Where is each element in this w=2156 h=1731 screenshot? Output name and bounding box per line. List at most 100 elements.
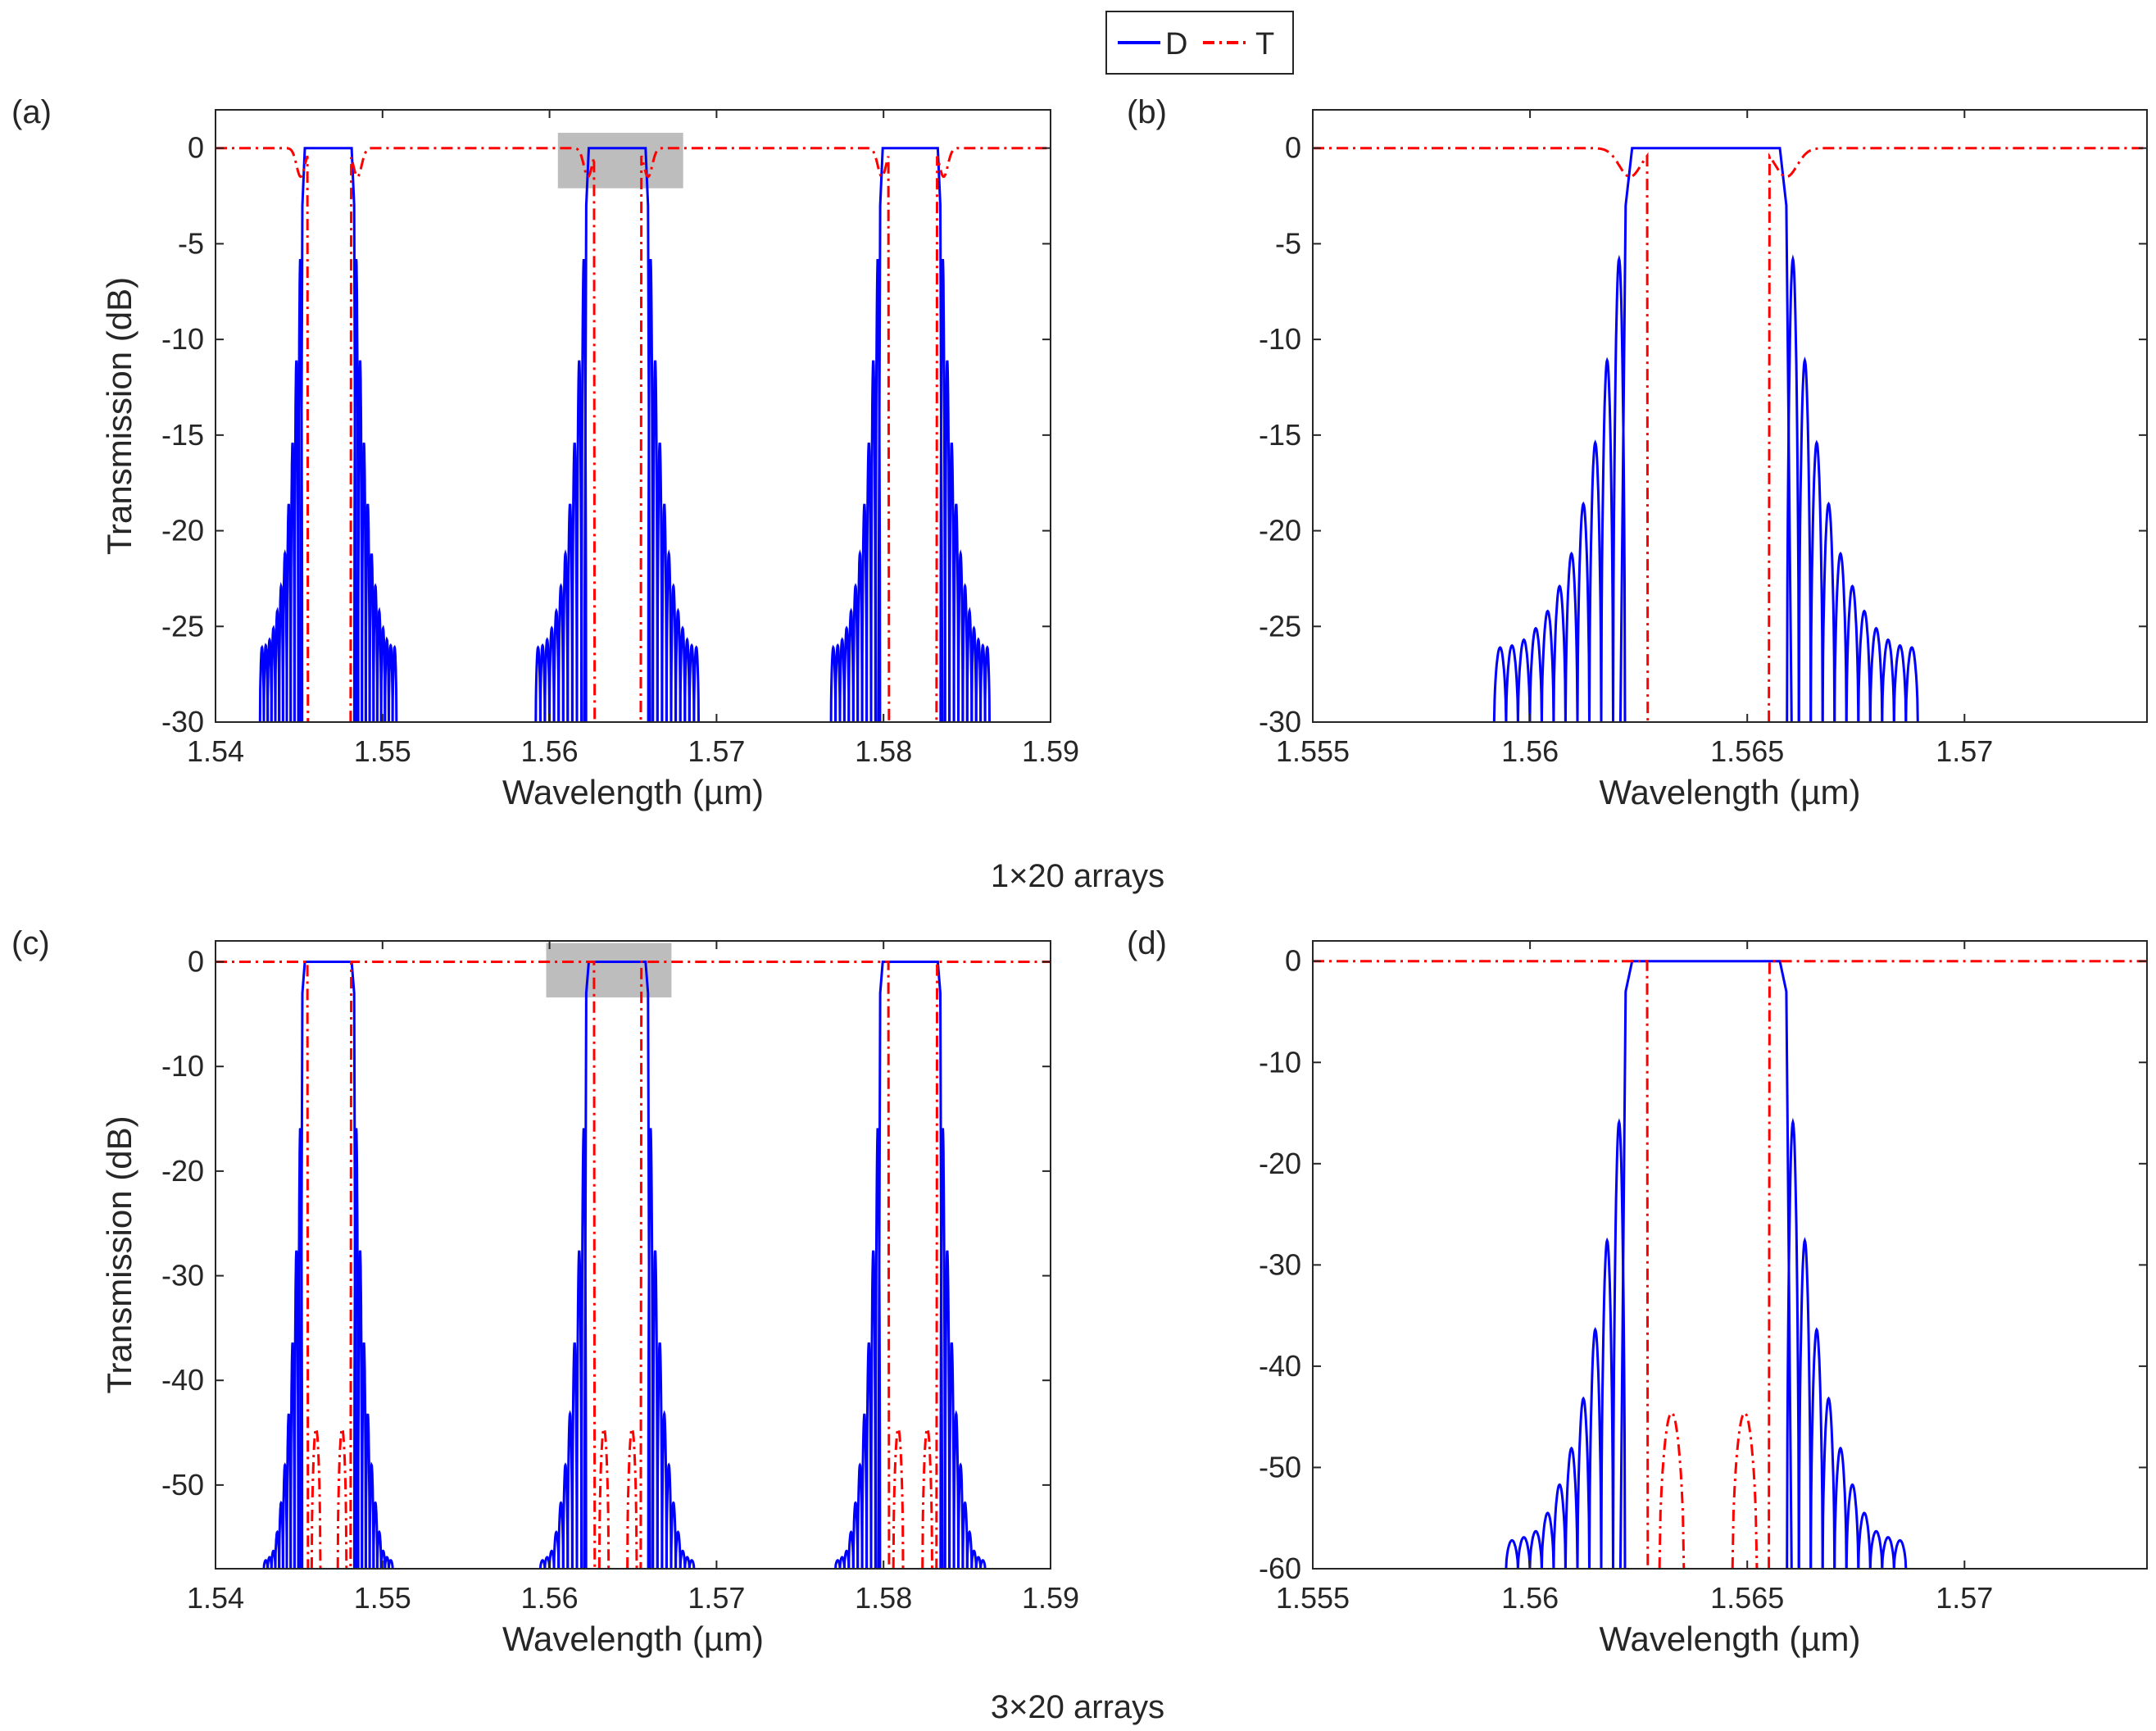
d-sidelobe [266, 637, 273, 722]
d-sidelobe [262, 643, 270, 722]
t-stopband-sidelobe [1731, 1411, 1759, 1569]
d-sidelobe [1857, 609, 1872, 722]
d-sidelobe [1516, 638, 1532, 722]
d-sidelobe [372, 583, 379, 722]
d-passband [299, 961, 358, 1569]
x-tick-label: 1.59 [1022, 1581, 1079, 1615]
d-sidelobe [983, 645, 991, 722]
d-sidelobe [1528, 1529, 1543, 1569]
d-sidelobe [1505, 643, 1519, 722]
x-tick-label: 1.56 [1501, 734, 1559, 768]
d-sidelobe [660, 503, 668, 722]
d-sidelobe [1600, 357, 1614, 722]
d-sidelobe [669, 583, 678, 722]
axes-frame [1312, 109, 2148, 723]
y-tick-label: 0 [188, 131, 204, 165]
d-sidelobe [660, 1410, 668, 1569]
d-sidelobe [656, 1342, 664, 1569]
d-sidelobe [1564, 552, 1579, 722]
y-tick-label: -30 [1259, 1247, 1301, 1281]
d-sidelobe [552, 607, 561, 722]
d-passband [583, 961, 651, 1569]
d-sidelobe [656, 442, 664, 722]
y-tick-label: -20 [161, 1154, 204, 1188]
d-sidelobe [856, 1462, 864, 1569]
d-sidelobe [368, 553, 375, 722]
d-sidelobe [1881, 1536, 1895, 1569]
d-sidelobe [258, 644, 266, 722]
d-sidelobe [580, 1128, 588, 1569]
x-tick-label: 1.555 [1276, 1581, 1350, 1615]
d-sidelobe [375, 607, 383, 722]
y-tick-label: -60 [1259, 1552, 1301, 1585]
d-sidelobe [948, 442, 955, 722]
d-sidelobe [1797, 357, 1813, 722]
d-sidelobe [874, 1128, 882, 1569]
y-tick-label: 0 [188, 945, 204, 979]
x-tick-label: 1.59 [1022, 734, 1079, 768]
caption-bottom: 3×20 arrays [991, 1689, 1164, 1725]
d-sidelobe [1797, 1237, 1813, 1569]
plot-area [1313, 147, 2147, 722]
d-sidelobe [285, 1413, 293, 1569]
d-sidelobe [865, 1342, 873, 1569]
d-passband [583, 147, 651, 722]
d-sidelobe [647, 1128, 655, 1569]
d-sidelobe [270, 1549, 277, 1569]
d-sidelobe [1845, 1483, 1860, 1569]
d-sidelobe [543, 637, 551, 722]
d-sidelobe [665, 549, 673, 722]
y-tick-label: -20 [161, 514, 204, 547]
d-sidelobe [847, 1530, 855, 1569]
zoom-highlight [557, 133, 683, 189]
d-sidelobe [1821, 1396, 1836, 1569]
d-sidelobe [851, 583, 860, 722]
d-sidelobe [1505, 1538, 1519, 1569]
d-sidelobe [293, 360, 300, 722]
panel-d: 1.555 1.56 1.565 1.57 0 -10 -20 -30 -40 -50 -60 Wav… [1127, 925, 2148, 1658]
d-sidelobe [1809, 439, 1824, 722]
d-sidelobe [543, 1556, 551, 1569]
d-sidelobe [647, 258, 655, 722]
d-sidelobe [974, 637, 983, 722]
d-sidelobe [274, 1529, 281, 1569]
d-passband [877, 961, 944, 1569]
d-sidelobe [851, 1501, 860, 1569]
y-axis-label: Transmission (dB) [100, 1115, 138, 1393]
y-tick-label: -20 [1259, 514, 1301, 547]
d-sidelobe [364, 1413, 371, 1569]
x-tick-label: 1.565 [1710, 1581, 1784, 1615]
y-tick-label: -15 [161, 418, 204, 452]
x-tick-label: 1.54 [187, 1581, 244, 1615]
d-sidelobe [278, 582, 284, 722]
d-sidelobe [970, 625, 978, 722]
d-sidelobe [961, 583, 969, 722]
y-axis-label: Transmission (dB) [100, 277, 138, 555]
t-curve [1313, 147, 2147, 722]
t-stopband-sidelobe [1658, 1411, 1686, 1569]
d-sidelobe [361, 442, 367, 722]
x-tick-label: 1.56 [521, 1581, 579, 1615]
d-sidelobe [1612, 1118, 1627, 1569]
d-sidelobe [939, 258, 946, 722]
y-tick-label: -5 [1275, 226, 1301, 260]
d-sidelobe [1845, 584, 1860, 722]
plot-area [216, 147, 1051, 722]
d-sidelobe [557, 583, 565, 722]
d-sidelobe [570, 442, 579, 722]
d-sidelobe [674, 1530, 682, 1569]
t-stopband-sidelobe [921, 1426, 933, 1569]
d-sidelobe [552, 1530, 561, 1569]
d-sidelobe [651, 1250, 659, 1569]
y-tick-label: -30 [1259, 705, 1301, 738]
d-sidelobe [281, 549, 288, 722]
d-sidelobe [651, 360, 659, 722]
d-sidelobe [575, 360, 583, 722]
d-sidelobe [948, 1342, 955, 1569]
panel-b: 1.555 1.56 1.565 1.57 0 -5 -10 -15 -20 -25 -30 Wave… [1127, 94, 2148, 811]
d-sidelobe [557, 1501, 565, 1569]
d-sidelobe [961, 1501, 969, 1569]
y-tick-label: -30 [161, 1259, 204, 1293]
d-sidelobe [674, 607, 682, 722]
